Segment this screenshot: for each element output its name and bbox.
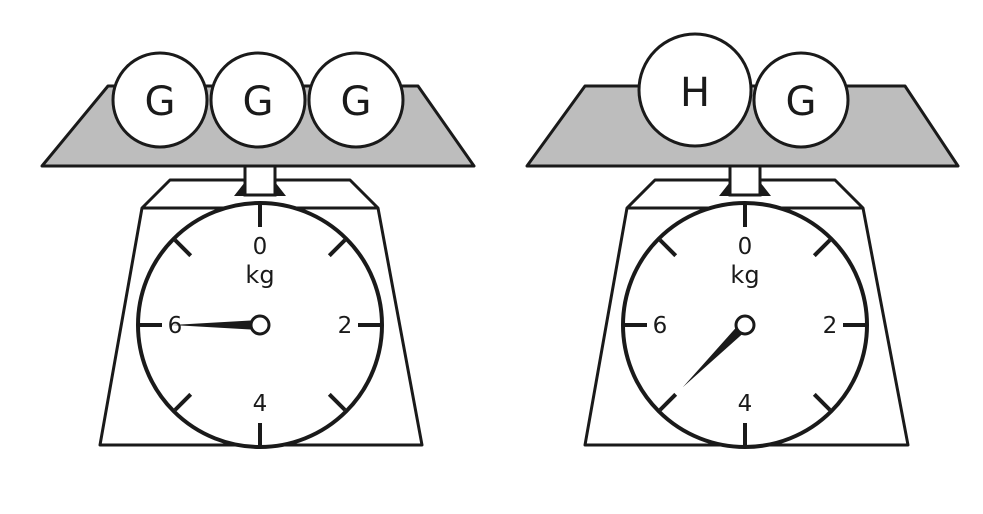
ball: G bbox=[209, 51, 307, 149]
dial-tick bbox=[812, 392, 832, 412]
scale-left: G G G 0 kg 2 4 6 bbox=[40, 51, 476, 449]
scale-neck-shadow bbox=[719, 182, 730, 196]
dial-needle bbox=[682, 321, 749, 388]
dial-tick bbox=[327, 238, 347, 258]
dial-label-6: 6 bbox=[168, 313, 183, 339]
ball-label: G bbox=[243, 79, 274, 125]
ball-label: G bbox=[145, 79, 176, 125]
dial-tick bbox=[173, 238, 193, 258]
scale-neck-shadow bbox=[234, 182, 245, 196]
dial: 0 kg 2 4 6 bbox=[621, 201, 869, 449]
dial-label-0: 0 bbox=[253, 234, 268, 260]
dial-label-0: 0 bbox=[738, 234, 753, 260]
scale-neck-shadow bbox=[760, 182, 771, 196]
dial-label-4: 4 bbox=[253, 391, 268, 417]
ball-label: G bbox=[341, 79, 372, 125]
dial-unit: kg bbox=[730, 261, 759, 289]
scale-right: H G 0 kg 2 4 6 bbox=[525, 32, 960, 449]
dial-unit: kg bbox=[245, 261, 274, 289]
dial-label-4: 4 bbox=[738, 391, 753, 417]
dial-pivot bbox=[249, 314, 271, 336]
dial-tick bbox=[173, 392, 193, 412]
scale-neck-shadow bbox=[275, 182, 286, 196]
ball-label: H bbox=[680, 70, 710, 116]
ball: G bbox=[752, 51, 850, 149]
dial-needle bbox=[172, 320, 260, 330]
scale-neck bbox=[728, 163, 762, 197]
dial-tick-marks bbox=[140, 205, 380, 445]
scale-neck bbox=[243, 163, 277, 197]
dial-tick bbox=[327, 392, 347, 412]
dial-label-2: 2 bbox=[338, 313, 353, 339]
dial-label-2: 2 bbox=[823, 313, 838, 339]
ball: H bbox=[637, 32, 753, 148]
ball: G bbox=[307, 51, 405, 149]
dial-tick bbox=[658, 238, 678, 258]
dial-pivot bbox=[734, 314, 756, 336]
ball-label: G bbox=[786, 79, 817, 125]
dial-label-6: 6 bbox=[653, 313, 668, 339]
dial-tick-marks bbox=[625, 205, 865, 445]
dial: 0 kg 2 4 6 bbox=[136, 201, 384, 449]
dial-tick bbox=[658, 392, 678, 412]
ball: G bbox=[111, 51, 209, 149]
dial-tick bbox=[812, 238, 832, 258]
